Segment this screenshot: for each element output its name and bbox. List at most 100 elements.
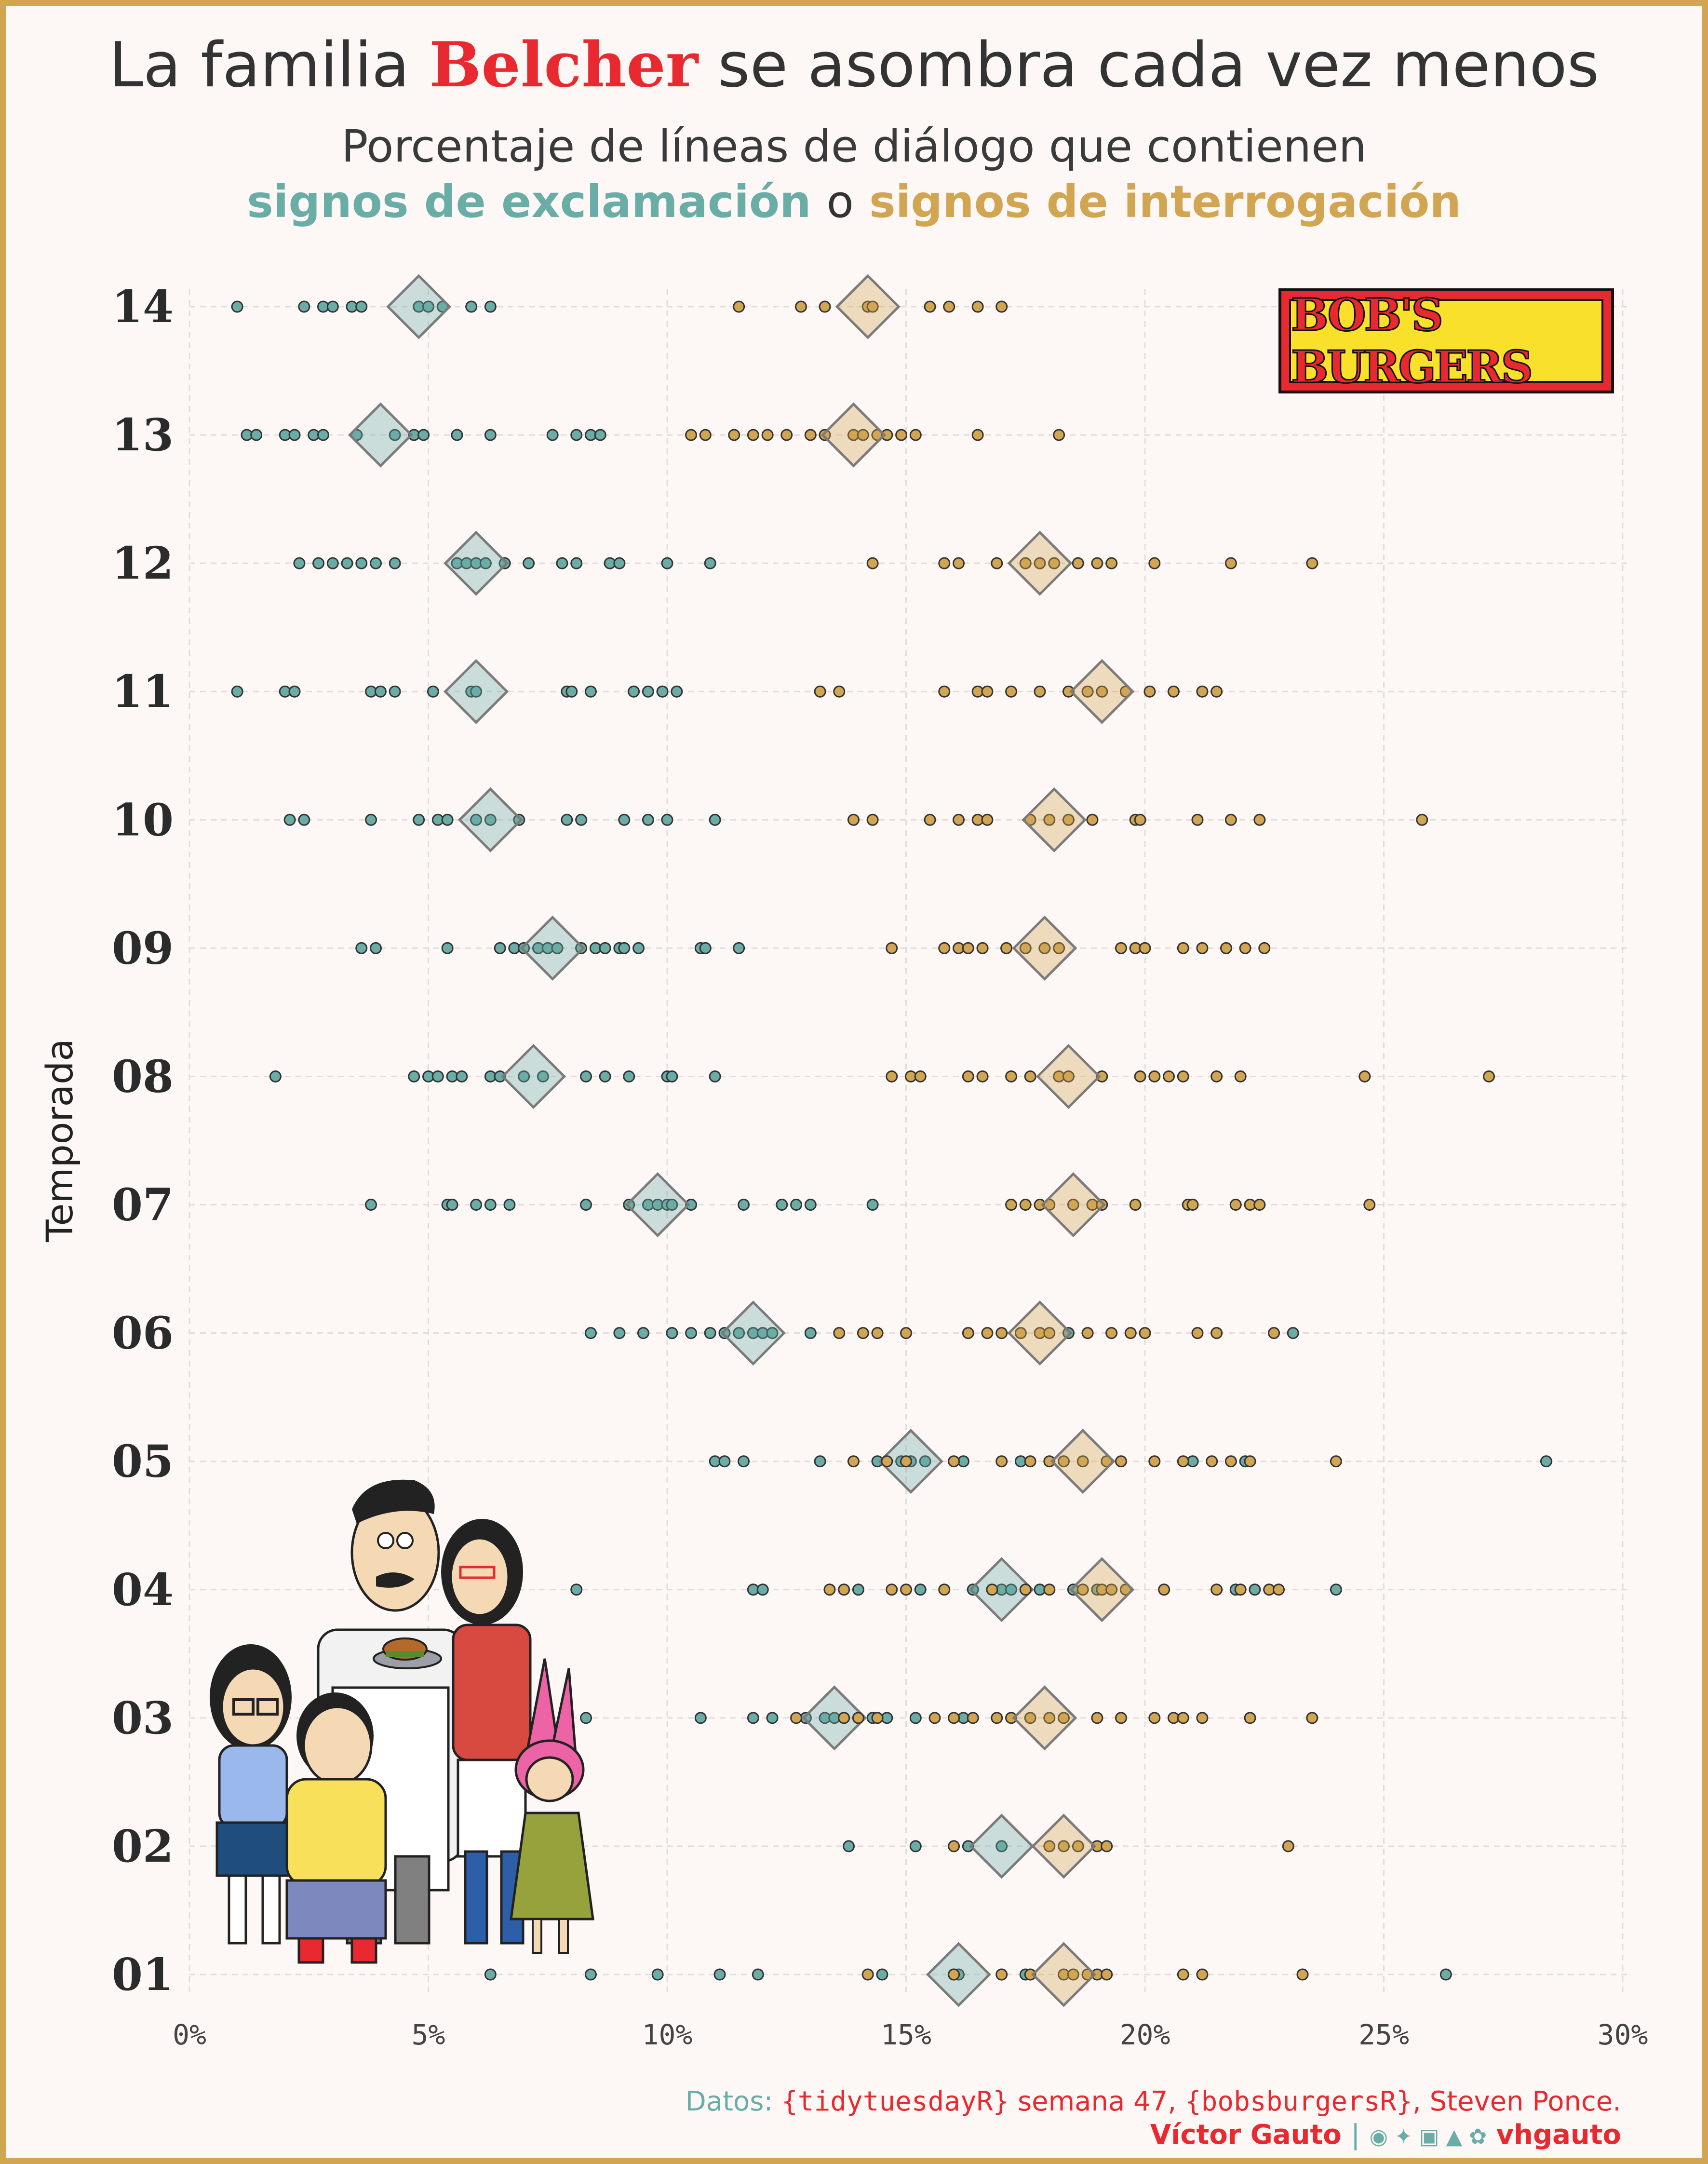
data-point <box>484 1968 497 1981</box>
social-icons[interactable]: ◉ ✦ ▣ ▲ ✿ <box>1369 2124 1487 2149</box>
data-point <box>1034 685 1046 698</box>
data-point <box>484 1199 497 1211</box>
data-point <box>1105 557 1118 569</box>
data-point <box>537 1070 549 1082</box>
data-point <box>704 1327 716 1339</box>
data-point <box>642 813 654 826</box>
data-point <box>1439 1968 1452 1981</box>
data-point <box>919 1455 931 1468</box>
data-point <box>389 429 401 441</box>
data-point <box>857 1327 869 1339</box>
x-tick-label: 15% <box>881 2018 931 2051</box>
data-point <box>1081 685 1094 698</box>
data-point <box>823 1583 836 1596</box>
data-point <box>584 1327 597 1339</box>
data-point <box>1483 1070 1495 1082</box>
data-point <box>1191 813 1204 826</box>
data-point <box>580 1199 592 1211</box>
mean-diamond <box>1007 530 1073 596</box>
data-point <box>1043 1583 1056 1596</box>
data-point <box>556 557 568 569</box>
data-point <box>1005 1712 1018 1724</box>
data-point <box>355 942 368 954</box>
data-point <box>642 685 654 698</box>
data-point <box>1019 557 1032 569</box>
data-point <box>584 1968 597 1981</box>
data-point <box>1244 1712 1256 1724</box>
data-point <box>341 557 353 569</box>
data-point <box>546 429 559 441</box>
data-point <box>1000 942 1013 954</box>
data-point <box>599 1070 611 1082</box>
data-point <box>900 1455 912 1468</box>
data-point <box>752 1968 764 1981</box>
data-point <box>881 1455 893 1468</box>
data-point <box>470 813 483 826</box>
data-point <box>747 429 759 441</box>
data-point <box>632 942 645 954</box>
data-point <box>1177 1968 1189 1981</box>
mean-diamond <box>969 1557 1035 1623</box>
data-point <box>1024 1712 1036 1724</box>
mean-diamond <box>444 530 509 596</box>
mean-diamond <box>1069 1557 1135 1623</box>
data-point <box>551 942 564 954</box>
data-point <box>1043 1712 1056 1724</box>
title-post: se asombra cada vez menos <box>717 29 1600 101</box>
season-label: 13 <box>112 409 174 461</box>
data-point <box>1048 557 1061 569</box>
data-point <box>666 1070 678 1082</box>
chart-title: La familia Belcher se asombra cada vez m… <box>0 29 1708 101</box>
data-point <box>413 813 425 826</box>
data-point <box>283 813 296 826</box>
data-point <box>948 1712 960 1724</box>
data-point <box>1253 1199 1266 1211</box>
data-point <box>575 813 588 826</box>
mean-diamond <box>625 1172 690 1238</box>
points-layer <box>231 274 1552 2007</box>
data-point <box>231 300 243 313</box>
data-point <box>1014 1327 1027 1339</box>
data-point <box>1210 1070 1223 1082</box>
data-point <box>298 300 310 313</box>
data-point <box>1363 1199 1376 1211</box>
data-point <box>948 1840 960 1853</box>
data-point <box>1296 1968 1309 1981</box>
data-point <box>441 942 454 954</box>
data-point <box>1058 1455 1070 1468</box>
data-point <box>1053 429 1065 441</box>
data-point <box>1158 1583 1170 1596</box>
data-point <box>1224 557 1237 569</box>
data-point <box>523 557 535 569</box>
mean-diamond <box>348 402 413 468</box>
data-point <box>666 1199 678 1211</box>
data-point <box>231 685 243 698</box>
data-point <box>1058 1840 1070 1853</box>
data-point <box>852 1712 864 1724</box>
season-label: 02 <box>112 1820 174 1872</box>
data-point <box>1177 1070 1189 1082</box>
data-point <box>699 429 712 441</box>
data-point <box>369 557 382 569</box>
data-point <box>1096 1070 1108 1082</box>
data-point <box>1105 1583 1118 1596</box>
data-point <box>599 942 611 954</box>
mean-diamond <box>500 1043 566 1109</box>
louise-figure <box>510 1658 594 1954</box>
footer-author: Víctor Gauto | ◉ ✦ ▣ ▲ ✿ vhgauto <box>1150 2119 1621 2150</box>
data-point <box>756 1583 769 1596</box>
data-point <box>804 1199 817 1211</box>
y-axis-title: Temporada <box>38 1039 81 1243</box>
data-point <box>847 813 860 826</box>
data-point <box>293 557 306 569</box>
data-point <box>981 685 994 698</box>
data-point <box>1148 1455 1161 1468</box>
data-point <box>298 813 310 826</box>
data-point <box>369 942 382 954</box>
season-label: 11 <box>112 665 174 717</box>
footer-handle[interactable]: vhgauto <box>1496 2119 1621 2150</box>
data-point <box>962 1327 974 1339</box>
season-label: 04 <box>112 1564 174 1616</box>
data-point <box>1058 1712 1070 1724</box>
